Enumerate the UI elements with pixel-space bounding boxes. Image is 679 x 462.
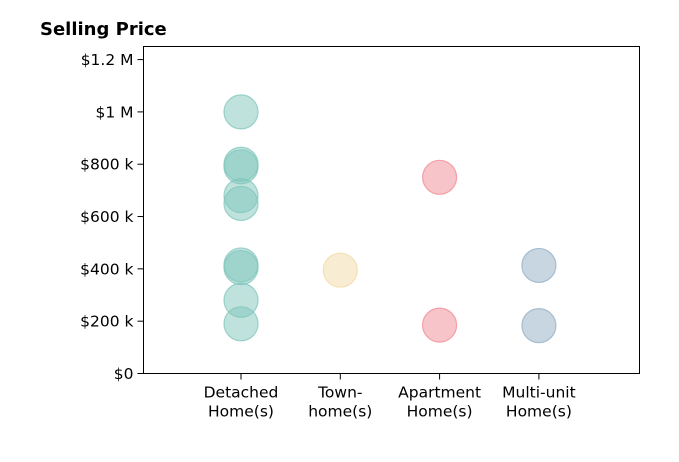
- data-point: [422, 307, 458, 343]
- x-tick-label: Detached Home(s): [204, 384, 279, 421]
- y-tick-label: $1 M: [95, 103, 133, 121]
- y-tick-label: $200 k: [80, 313, 133, 331]
- x-tick-label: Town-home(s): [308, 384, 372, 421]
- data-point: [223, 249, 259, 286]
- data-point: [223, 185, 259, 222]
- data-point: [521, 247, 557, 284]
- y-tick-label: $1.2 M: [81, 51, 134, 69]
- y-tick-label: $600 k: [80, 208, 133, 226]
- y-tick-label: $400 k: [80, 260, 133, 278]
- y-axis: $0 $200 k $400 k $600 k $800 k $1 M $1.2 M: [80, 51, 144, 383]
- x-tick-label: Multi-unit Home(s): [502, 384, 576, 421]
- y-tick-label: $0: [114, 365, 134, 383]
- chart-title: Selling Price: [40, 19, 167, 40]
- data-point: [322, 252, 358, 288]
- data-point: [223, 94, 259, 130]
- data-point: [521, 308, 557, 344]
- data-point: [422, 159, 458, 195]
- data-point: [223, 306, 259, 342]
- plot-frame: [143, 46, 640, 374]
- point-layer: [223, 94, 557, 344]
- x-tick-label: Apartment Home(s): [398, 384, 481, 421]
- x-axis: Detached Home(s) Town-home(s) Apartment Home…: [204, 373, 576, 421]
- y-tick-label: $800 k: [80, 156, 133, 174]
